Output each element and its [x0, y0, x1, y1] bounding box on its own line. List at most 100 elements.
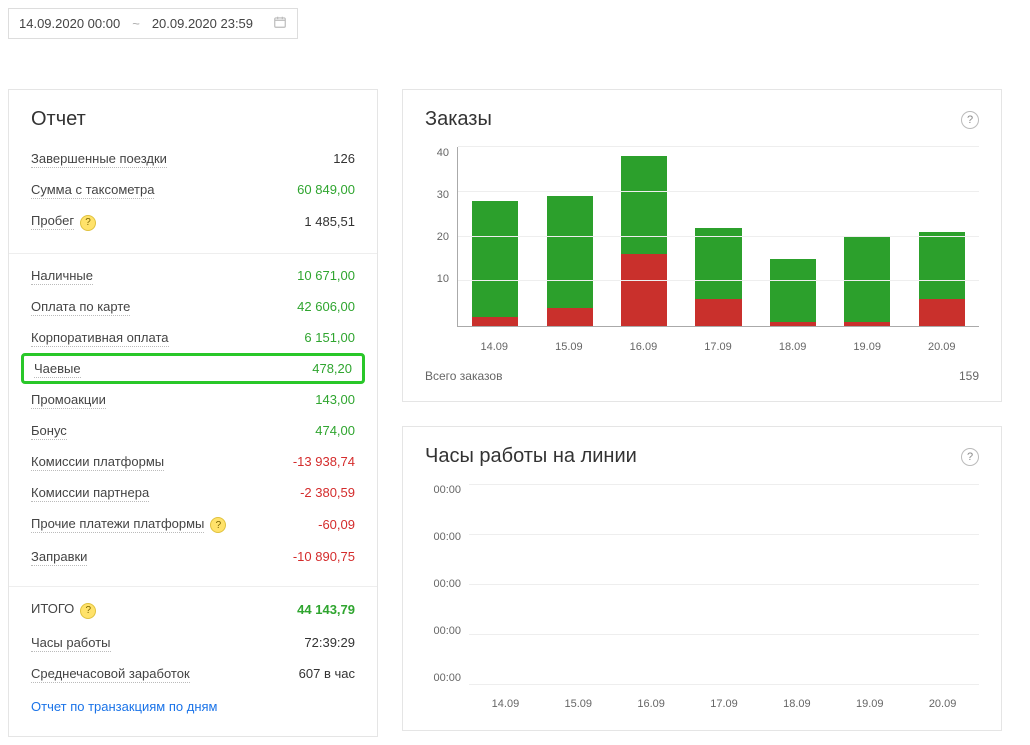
report-row-value: 126 [333, 151, 355, 166]
report-panel: Отчет Завершенные поездки 126 Сумма с такс… [8, 89, 378, 737]
report-row-value: 10 671,00 [297, 268, 355, 283]
x-tick-label: 19.09 [833, 688, 906, 714]
orders-footer-label: Всего заказов [425, 369, 502, 383]
report-row-label: Сумма с таксометра [31, 182, 154, 199]
calendar-icon [273, 15, 287, 32]
report-row: Промоакции 143,00 [31, 384, 355, 415]
report-row-label: Оплата по карте [31, 299, 130, 316]
date-from: 14.09.2020 00:00 [19, 16, 120, 31]
x-tick-label: 20.09 [904, 331, 979, 357]
report-row: Чаевые 478,20 [21, 353, 365, 384]
report-row: Среднечасовой заработок 607 в час [31, 658, 355, 689]
report-row: Прочие платежи платформы? -60,09 [31, 508, 355, 542]
x-tick-label: 15.09 [542, 688, 615, 714]
date-to: 20.09.2020 23:59 [152, 16, 253, 31]
x-tick-label: 18.09 [755, 331, 830, 357]
report-mid-section: Наличные 10 671,00 Оплата по карте 42 606,0… [9, 254, 377, 587]
date-range-picker[interactable]: 14.09.2020 00:00 ~ 20.09.2020 23:59 [8, 8, 298, 39]
report-row-label: Пробег [31, 213, 74, 230]
x-tick-label: 17.09 [688, 688, 761, 714]
report-row-label: Часы работы [31, 635, 111, 652]
report-row-value: -60,09 [318, 517, 355, 532]
chart-bar [844, 237, 890, 327]
report-row-label: Комиссии платформы [31, 454, 164, 471]
help-icon[interactable]: ? [961, 448, 979, 466]
question-icon[interactable]: ? [210, 517, 226, 533]
x-tick-label: 14.09 [457, 331, 532, 357]
y-tick-label: 00:00 [425, 484, 461, 496]
report-row-value: 42 606,00 [297, 299, 355, 314]
hours-panel: Часы работы на линии ? 00:0000:0000:0000… [402, 426, 1002, 731]
x-tick-label: 16.09 [606, 331, 681, 357]
chart-bar [547, 196, 593, 326]
report-row: Корпоративная оплата 6 151,00 [31, 322, 355, 353]
orders-chart: 40 30 20 10 14.0915.0916.0917.0918.0919.092… [425, 147, 979, 357]
report-row-value: 478,20 [312, 361, 352, 376]
question-icon[interactable]: ? [80, 215, 96, 231]
help-icon[interactable]: ? [961, 111, 979, 129]
report-row: Наличные 10 671,00 [31, 260, 355, 291]
report-row: Комиссии платформы -13 938,74 [31, 446, 355, 477]
report-row-label: Среднечасовой заработок [31, 666, 190, 683]
y-tick-label: 40 [425, 147, 449, 159]
report-row-label: Корпоративная оплата [31, 330, 169, 347]
chart-bar [770, 259, 816, 326]
report-row: Сумма с таксометра 60 849,00 [31, 174, 355, 205]
x-tick-label: 15.09 [532, 331, 607, 357]
x-tick-label: 16.09 [615, 688, 688, 714]
y-tick-label: 00:00 [425, 625, 461, 637]
y-tick-label: 00:00 [425, 578, 461, 590]
report-row-label: ИТОГО [31, 601, 74, 617]
report-title: Отчет [31, 108, 86, 131]
y-tick-label: 30 [425, 189, 449, 201]
hours-title: Часы работы на линии [425, 445, 637, 468]
report-row-value: 44 143,79 [297, 602, 355, 617]
report-row-label: Завершенные поездки [31, 151, 167, 168]
x-tick-label: 19.09 [830, 331, 905, 357]
x-tick-label: 17.09 [681, 331, 756, 357]
report-top-section: Завершенные поездки 126 Сумма с таксометра… [9, 137, 377, 253]
report-row-value: -10 890,75 [293, 549, 355, 564]
report-row-value: 607 в час [299, 666, 355, 681]
x-tick-label: 20.09 [906, 688, 979, 714]
report-bottom-section: ИТОГО? 44 143,79 Часы работы 72:39:29 Средне… [9, 587, 377, 736]
report-row-value: 6 151,00 [304, 330, 355, 345]
report-row-label: Прочие платежи платформы [31, 516, 204, 533]
report-row: Заправки -10 890,75 [31, 541, 355, 572]
report-row-value: 143,00 [315, 392, 355, 407]
report-row-label: Комиссии партнера [31, 485, 149, 502]
report-row: Оплата по карте 42 606,00 [31, 291, 355, 322]
orders-footer-value: 159 [959, 369, 979, 383]
report-row-label: Чаевые [34, 361, 81, 378]
x-tick-label: 18.09 [760, 688, 833, 714]
report-row: Комиссии партнера -2 380,59 [31, 477, 355, 508]
hours-chart: 00:00 00:00 00:00 00:00 00:00 14.0915.0916.0… [425, 484, 979, 714]
report-row: ИТОГО? 44 143,79 [31, 593, 355, 627]
report-row-value: 60 849,00 [297, 182, 355, 197]
report-row: Пробег? 1 485,51 [31, 205, 355, 239]
report-row-value: -2 380,59 [300, 485, 355, 500]
report-row-label: Бонус [31, 423, 67, 440]
chart-bar [621, 156, 667, 326]
report-row: Часы работы 72:39:29 [31, 627, 355, 658]
y-tick-label: 20 [425, 231, 449, 243]
report-row-value: 72:39:29 [304, 635, 355, 650]
report-row-value: -13 938,74 [293, 454, 355, 469]
report-row-label: Наличные [31, 268, 93, 285]
chart-bar [919, 232, 965, 326]
y-tick-label: 00:00 [425, 672, 461, 684]
y-tick-label: 00:00 [425, 531, 461, 543]
chart-bar [472, 201, 518, 326]
question-icon[interactable]: ? [80, 603, 96, 619]
report-row: Бонус 474,00 [31, 415, 355, 446]
y-tick-label: 10 [425, 273, 449, 285]
report-row-value: 474,00 [315, 423, 355, 438]
report-row-label: Промоакции [31, 392, 106, 409]
x-tick-label: 14.09 [469, 688, 542, 714]
report-row-value: 1 485,51 [304, 214, 355, 229]
report-row-label: Заправки [31, 549, 87, 566]
transactions-report-link[interactable]: Отчет по транзакциям по дням [31, 689, 217, 722]
chart-bar [695, 228, 741, 326]
report-row: Завершенные поездки 126 [31, 143, 355, 174]
orders-title: Заказы [425, 108, 492, 131]
